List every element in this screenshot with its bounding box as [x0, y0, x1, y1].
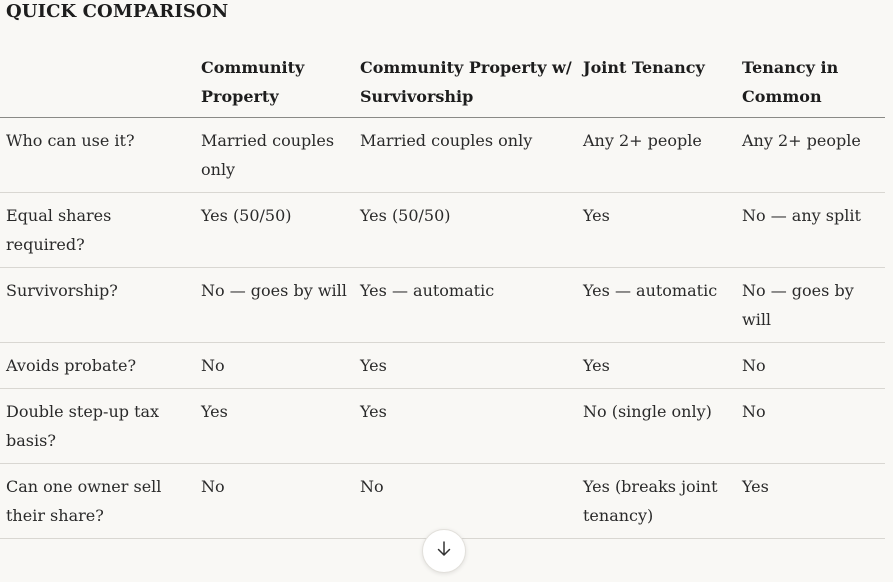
table-cell: No — goes by will	[195, 267, 354, 343]
row-label: Double step-up tax basis?	[0, 388, 195, 464]
table-row: Avoids probate? No Yes Yes No	[0, 342, 885, 389]
row-label: Equal shares required?	[0, 192, 195, 268]
row-label: Can one owner sell their share?	[0, 463, 195, 539]
table-cell: Yes	[577, 192, 736, 268]
column-header-community-property: Community Property	[195, 50, 354, 118]
table-cell: Any 2+ people	[736, 117, 885, 193]
table-cell: Yes	[736, 463, 885, 539]
column-header-tenancy-in-common: Tenancy in Common	[736, 50, 885, 118]
table-row: Survivorship? No — goes by will Yes — au…	[0, 267, 885, 343]
table-cell: Yes (50/50)	[354, 192, 577, 268]
table-cell: Any 2+ people	[577, 117, 736, 193]
comparison-table: Community Property Community Property w/…	[0, 50, 885, 539]
table-row: Double step-up tax basis? Yes Yes No (si…	[0, 388, 885, 464]
table-cell: No	[736, 342, 885, 389]
table-cell: Yes	[354, 388, 577, 464]
table-cell: No	[736, 388, 885, 464]
table-row: Who can use it? Married couples only Mar…	[0, 117, 885, 193]
table-cell: Yes (breaks joint tenancy)	[577, 463, 736, 539]
section-title: QUICK COMPARISON	[6, 1, 229, 22]
table-cell: Yes — automatic	[354, 267, 577, 343]
table-cell: No — any split	[736, 192, 885, 268]
table-cell: No	[354, 463, 577, 539]
header-row: Community Property Community Property w/…	[0, 50, 885, 118]
table-cell: Married couples only	[354, 117, 577, 193]
table-cell: Yes	[577, 342, 736, 389]
arrow-down-icon	[435, 540, 453, 562]
row-label: Who can use it?	[0, 117, 195, 193]
table-cell: No	[195, 342, 354, 389]
table-cell: Yes	[354, 342, 577, 389]
table-row: Equal shares required? Yes (50/50) Yes (…	[0, 192, 885, 268]
table-cell: No — goes by will	[736, 267, 885, 343]
table-cell: Married couples only	[195, 117, 354, 193]
row-label: Survivorship?	[0, 267, 195, 343]
table-cell: Yes (50/50)	[195, 192, 354, 268]
row-label: Avoids probate?	[0, 342, 195, 389]
header-corner	[0, 50, 195, 118]
scroll-down-button[interactable]	[422, 529, 466, 573]
table-row: Can one owner sell their share? No No Ye…	[0, 463, 885, 539]
column-header-joint-tenancy: Joint Tenancy	[577, 50, 736, 118]
table-cell: No	[195, 463, 354, 539]
table-cell: Yes	[195, 388, 354, 464]
column-header-community-property-survivorship: Community Property w/ Survivorship	[354, 50, 577, 118]
table-cell: Yes — automatic	[577, 267, 736, 343]
table-cell: No (single only)	[577, 388, 736, 464]
